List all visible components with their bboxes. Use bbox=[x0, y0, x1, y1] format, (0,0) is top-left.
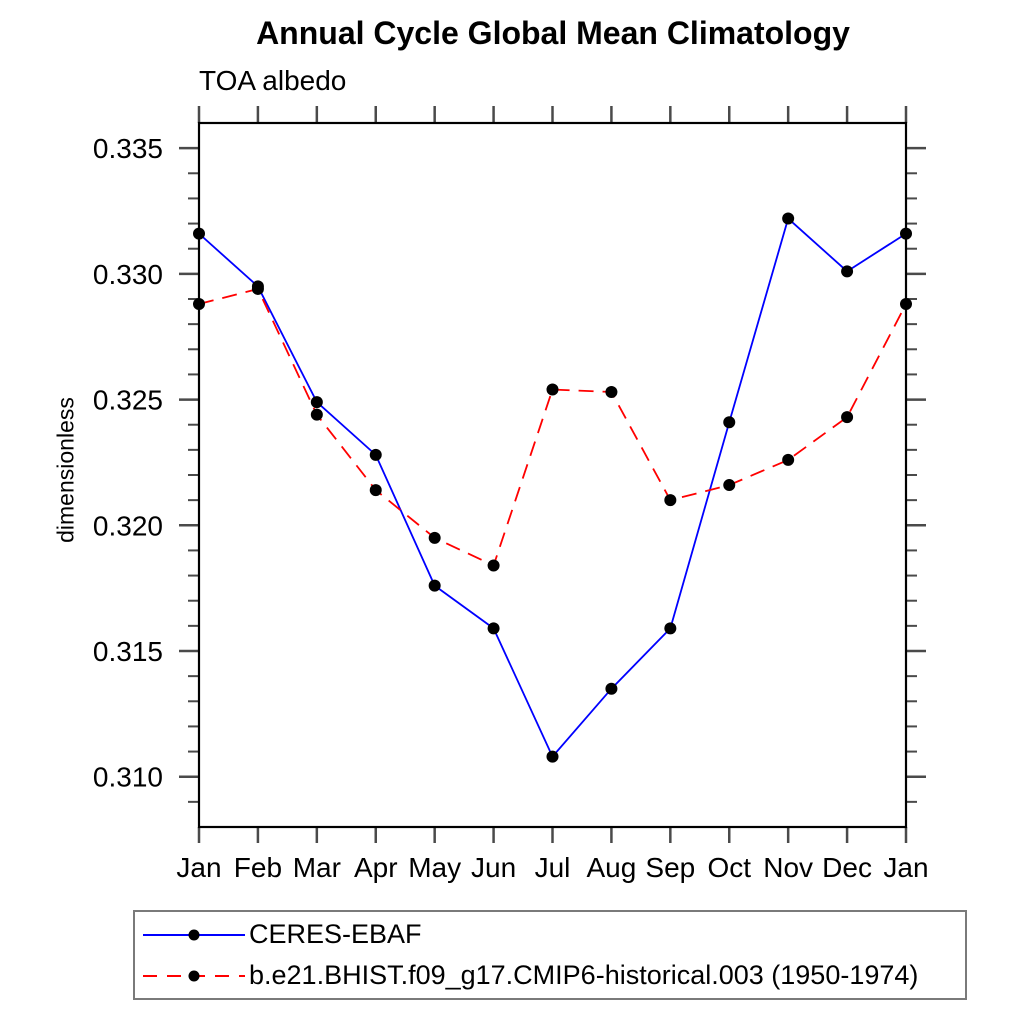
x-tick-label: Aug bbox=[587, 852, 637, 883]
chart-subtitle: TOA albedo bbox=[199, 65, 347, 96]
chart-title: Annual Cycle Global Mean Climatology bbox=[256, 15, 850, 51]
data-point-marker-1 bbox=[664, 494, 677, 507]
data-point-marker-0 bbox=[782, 212, 795, 225]
legend-label-model: b.e21.BHIST.f09_g17.CMIP6-historical.003… bbox=[249, 960, 919, 990]
data-point-marker-1 bbox=[251, 282, 264, 295]
data-point-marker-1 bbox=[193, 298, 205, 311]
y-tick-label: 0.330 bbox=[93, 259, 163, 290]
series-line-1 bbox=[198, 287, 907, 567]
y-tick-label: 0.335 bbox=[93, 133, 163, 164]
y-tick-label: 0.320 bbox=[93, 510, 163, 541]
legend-line-sample-dashed-icon bbox=[143, 970, 245, 981]
y-tick-label: 0.325 bbox=[93, 385, 163, 416]
x-tick-label: May bbox=[408, 852, 461, 883]
x-tick-label: Mar bbox=[293, 852, 341, 883]
data-point-marker-0 bbox=[900, 227, 912, 240]
data-point-marker-0 bbox=[487, 622, 500, 635]
legend-entry-ceres: CERES-EBAF bbox=[139, 915, 961, 955]
legend: CERES-EBAF b.e21.BHIST.f09_g17.CMIP6-his… bbox=[133, 910, 967, 1000]
data-point-marker-1 bbox=[310, 408, 323, 421]
x-tick-label: Feb bbox=[234, 852, 282, 883]
data-point-marker-1 bbox=[900, 298, 912, 311]
plot-frame bbox=[197, 121, 908, 829]
x-tick-label: Sep bbox=[645, 852, 695, 883]
data-point-marker-1 bbox=[487, 559, 500, 572]
data-point-marker-1 bbox=[605, 386, 618, 399]
data-point-marker-1 bbox=[369, 484, 382, 497]
x-tick-label: Jan bbox=[883, 852, 928, 883]
y-tick-label: 0.315 bbox=[93, 636, 163, 667]
data-point-marker-0 bbox=[193, 227, 205, 240]
data-point-marker-0 bbox=[664, 622, 677, 635]
x-tick-label: Apr bbox=[354, 852, 398, 883]
data-point-marker-1 bbox=[723, 479, 736, 492]
x-tick-label: Jun bbox=[471, 852, 516, 883]
legend-entry-model: b.e21.BHIST.f09_g17.CMIP6-historical.003… bbox=[139, 956, 961, 996]
data-point-marker-1 bbox=[841, 411, 854, 424]
data-point-marker-0 bbox=[428, 579, 441, 592]
x-tick-label: Jan bbox=[176, 852, 221, 883]
data-point-marker-0 bbox=[546, 750, 559, 763]
data-point-marker-1 bbox=[546, 383, 559, 396]
y-tick-label: 0.310 bbox=[93, 762, 163, 793]
legend-line-sample-solid-icon bbox=[143, 929, 245, 940]
data-point-marker-1 bbox=[428, 531, 441, 544]
data-point-marker-0 bbox=[841, 265, 854, 278]
x-tick-label: Oct bbox=[707, 852, 751, 883]
data-point-marker-0 bbox=[723, 416, 736, 429]
data-point-marker-0 bbox=[605, 682, 618, 695]
legend-label-ceres: CERES-EBAF bbox=[249, 919, 422, 949]
data-point-marker-1 bbox=[782, 453, 795, 466]
data-point-marker-0 bbox=[369, 448, 382, 461]
x-tick-label: Dec bbox=[822, 852, 872, 883]
series-line-0 bbox=[198, 216, 907, 759]
x-tick-label: Nov bbox=[763, 852, 813, 883]
x-tick-label: Jul bbox=[535, 852, 571, 883]
data-point-marker-0 bbox=[310, 396, 323, 409]
